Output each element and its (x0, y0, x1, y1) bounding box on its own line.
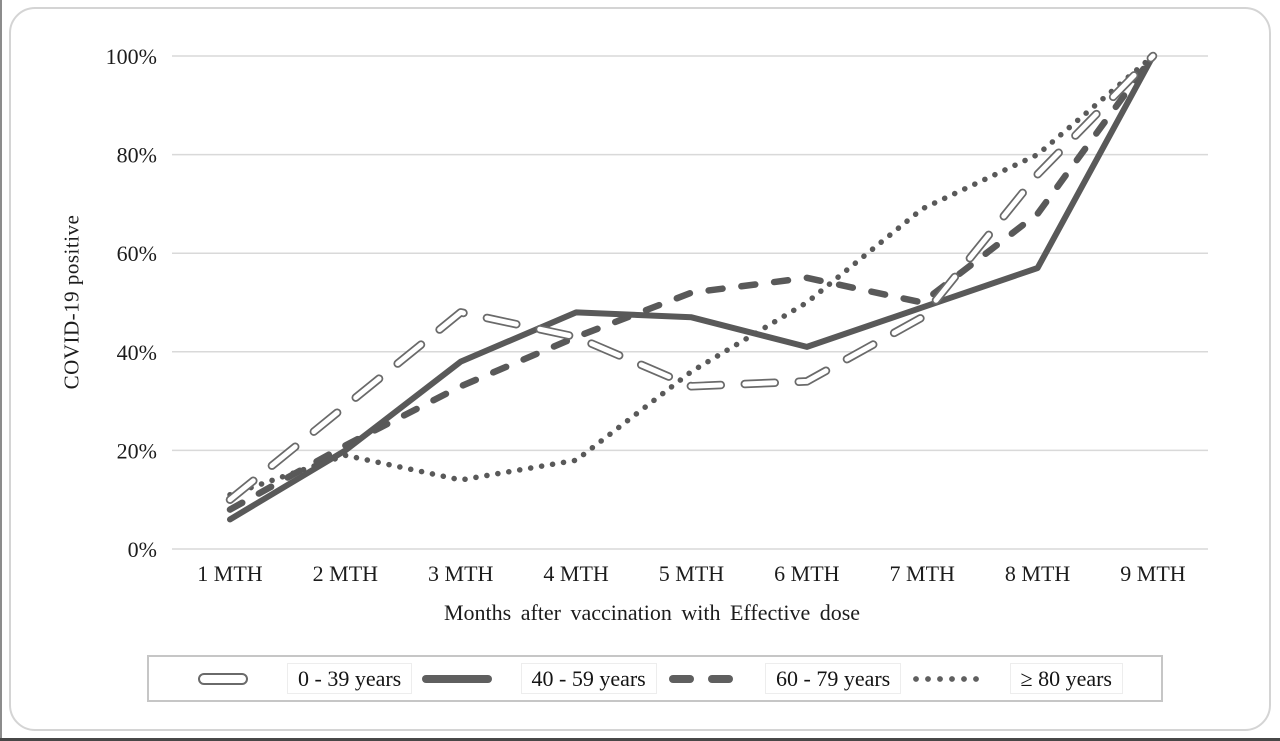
series-line-0-39-years-fill (227, 53, 1156, 503)
legend-item-80-years: ≥ 80 years (910, 662, 1123, 695)
legend-marker-solid-icon (421, 674, 492, 683)
series-line-60-79-years (226, 52, 1157, 513)
y-tick-label-20: 20% (117, 438, 157, 463)
y-tick-label-0: 0% (128, 537, 157, 562)
x-tick-label-4-mth: 4 MTH (543, 561, 609, 586)
legend-marker-dotted-icon (912, 675, 979, 682)
gridlines (172, 55, 1208, 550)
legend-item-60-79-years: 60 - 79 years (665, 662, 902, 695)
legend-marker-outlined-dash-icon (198, 672, 248, 685)
series-lines (225, 51, 1158, 523)
legend-marker-outlined-dash (187, 671, 259, 687)
x-tick-label-3-mth: 3 MTH (428, 561, 494, 586)
legend-label: 60 - 79 years (765, 662, 902, 695)
x-axis-title: Months after vaccination with Effective … (443, 600, 861, 625)
y-tick-label-40: 40% (117, 340, 157, 365)
x-tick-label-5-mth: 5 MTH (659, 561, 725, 586)
legend-marker-dashed (665, 671, 737, 687)
y-tick-label-60: 60% (117, 241, 157, 266)
legend-label: 40 - 59 years (520, 662, 657, 695)
x-tick-label-2-mth: 2 MTH (313, 561, 379, 586)
legend-marker-solid (421, 671, 493, 687)
legend-item-40-59-years: 40 - 59 years (421, 662, 657, 695)
x-tick-label-6-mth: 6 MTH (774, 561, 840, 586)
series-line-0-39-years (225, 51, 1158, 504)
series-line-40-59-years (227, 53, 1156, 523)
y-axis-title: COVID-19 positive (59, 214, 84, 390)
x-tick-label-9-mth: 9 MTH (1120, 561, 1186, 586)
x-tick-label-1-mth: 1 MTH (197, 561, 263, 586)
screenshot-left-edge (0, 0, 2, 741)
x-axis-tick-labels: 1 MTH 2 MTH 3 MTH 4 MTH 5 MTH 6 MTH 7 MTH 8 MTH… (197, 561, 1186, 586)
y-axis-tick-labels: 0% 20% 40% 60% 80% 100% (106, 44, 157, 562)
x-tick-label-8-mth: 8 MTH (1005, 561, 1071, 586)
legend-item-0-39-years: 0 - 39 years (187, 662, 413, 695)
y-tick-label-80: 80% (117, 143, 157, 168)
legend-label: ≥ 80 years (1009, 662, 1123, 695)
legend-marker-dashed-icon (669, 674, 733, 683)
screenshot-bottom-edge (0, 738, 1280, 741)
legend-marker-dotted (910, 671, 982, 687)
line-chart: 0% 20% 40% 60% 80% 100% 1 MTH 2 MTH 3 MTH 4 MTH 5 … (106, 44, 1208, 586)
x-tick-label-7-mth: 7 MTH (890, 561, 956, 586)
legend: 0 - 39 years 40 - 59 years 60 - 79 years ≥ … (147, 655, 1163, 702)
y-tick-label-100: 100% (106, 44, 157, 69)
legend-label: 0 - 39 years (287, 662, 413, 695)
